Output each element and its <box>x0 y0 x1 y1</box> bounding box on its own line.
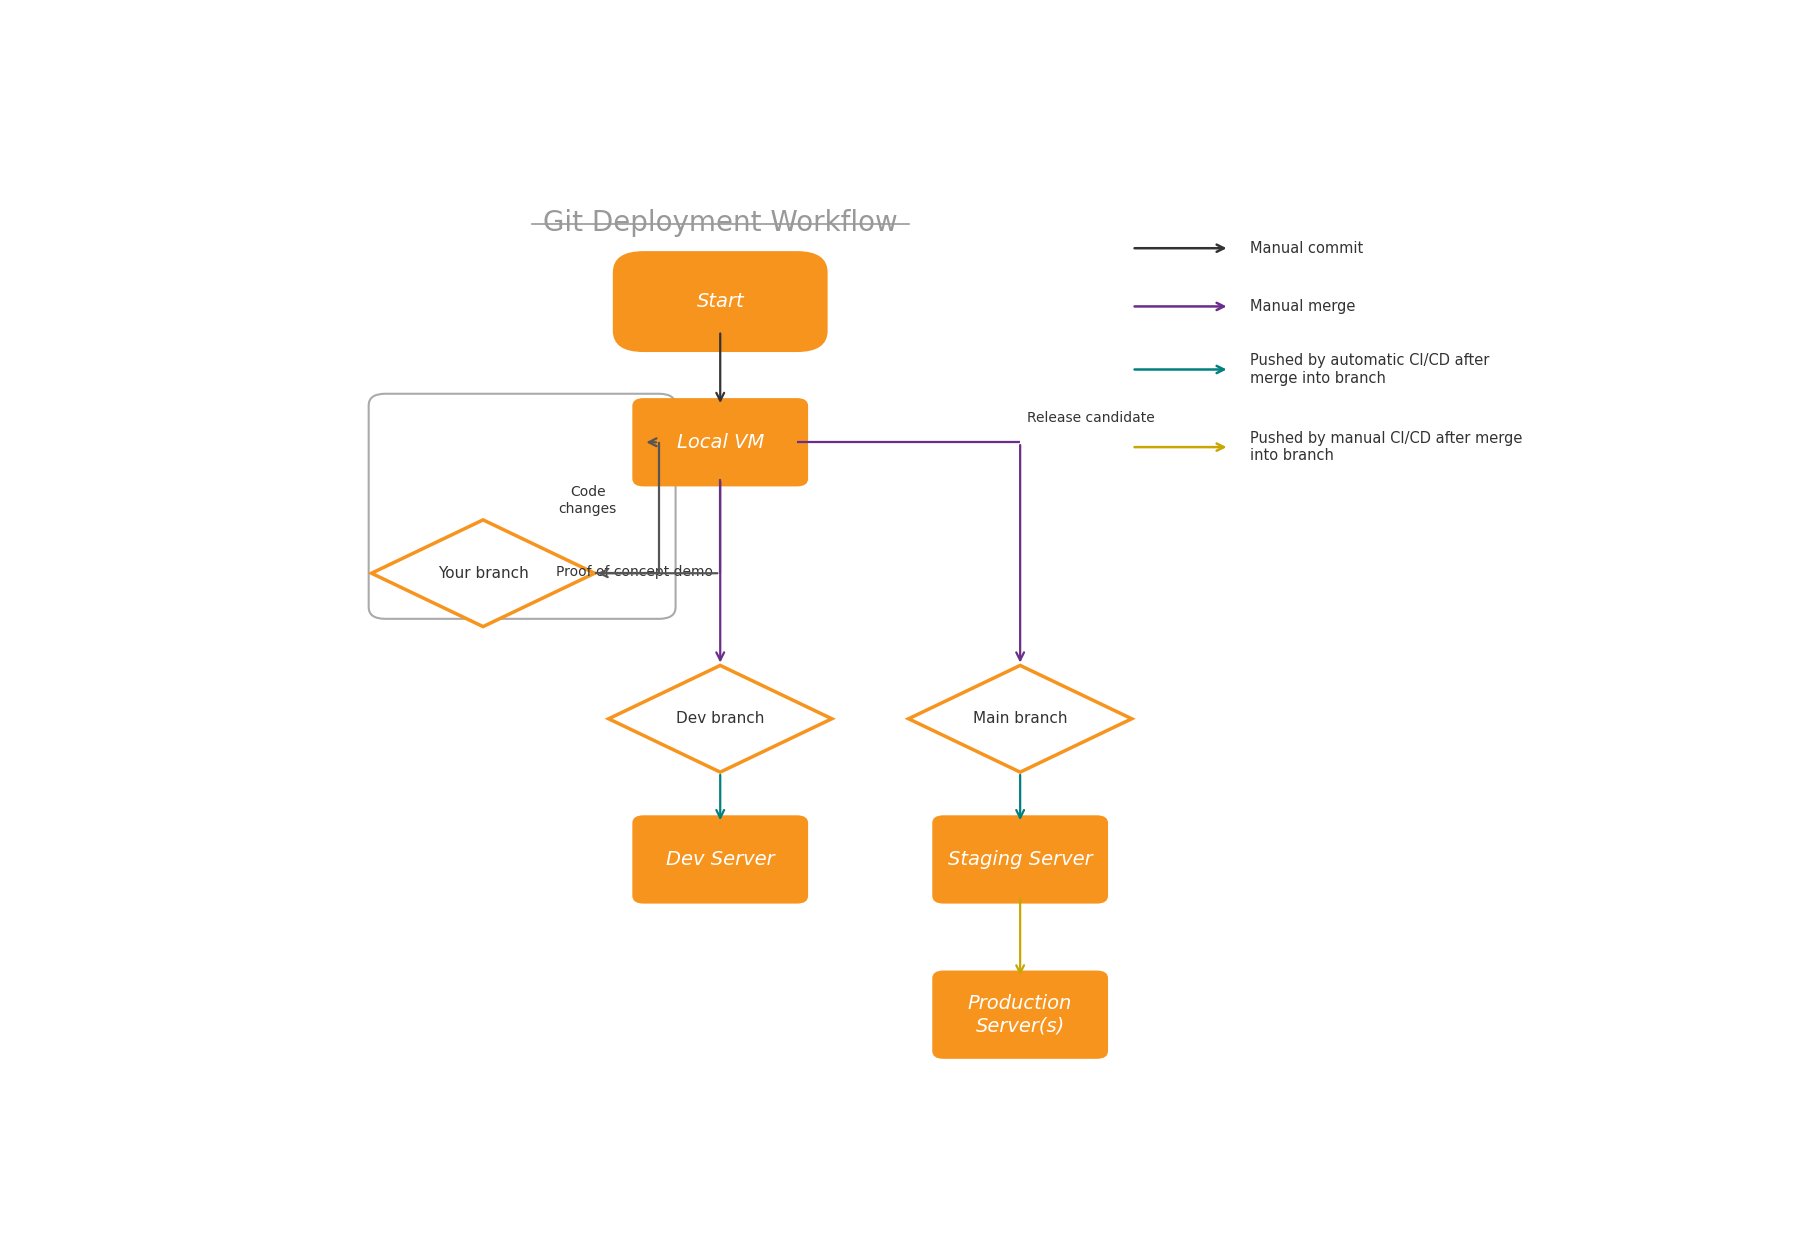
FancyBboxPatch shape <box>612 251 828 352</box>
FancyBboxPatch shape <box>632 815 808 903</box>
Text: Pushed by automatic CI/CD after
merge into branch: Pushed by automatic CI/CD after merge in… <box>1251 353 1490 386</box>
Text: Release candidate: Release candidate <box>1028 411 1156 425</box>
Text: Your branch: Your branch <box>437 566 529 581</box>
Polygon shape <box>371 520 594 626</box>
Text: Manual commit: Manual commit <box>1251 241 1364 256</box>
Text: Code
changes: Code changes <box>558 485 617 515</box>
Text: Manual merge: Manual merge <box>1251 299 1355 314</box>
Text: Staging Server: Staging Server <box>949 850 1093 869</box>
Text: Git Deployment Workflow: Git Deployment Workflow <box>544 209 898 237</box>
FancyBboxPatch shape <box>932 970 1109 1058</box>
Text: Start: Start <box>697 292 743 311</box>
FancyBboxPatch shape <box>632 398 808 486</box>
Text: Production
Server(s): Production Server(s) <box>968 994 1073 1036</box>
FancyBboxPatch shape <box>932 815 1109 903</box>
Text: Dev Server: Dev Server <box>666 850 774 869</box>
Polygon shape <box>909 665 1132 772</box>
Text: Local VM: Local VM <box>677 432 763 452</box>
Text: Proof of concept demo: Proof of concept demo <box>556 564 713 580</box>
Text: Pushed by manual CI/CD after merge
into branch: Pushed by manual CI/CD after merge into … <box>1251 431 1523 464</box>
Text: Main branch: Main branch <box>972 711 1067 726</box>
Text: Dev branch: Dev branch <box>677 711 765 726</box>
Polygon shape <box>608 665 832 772</box>
